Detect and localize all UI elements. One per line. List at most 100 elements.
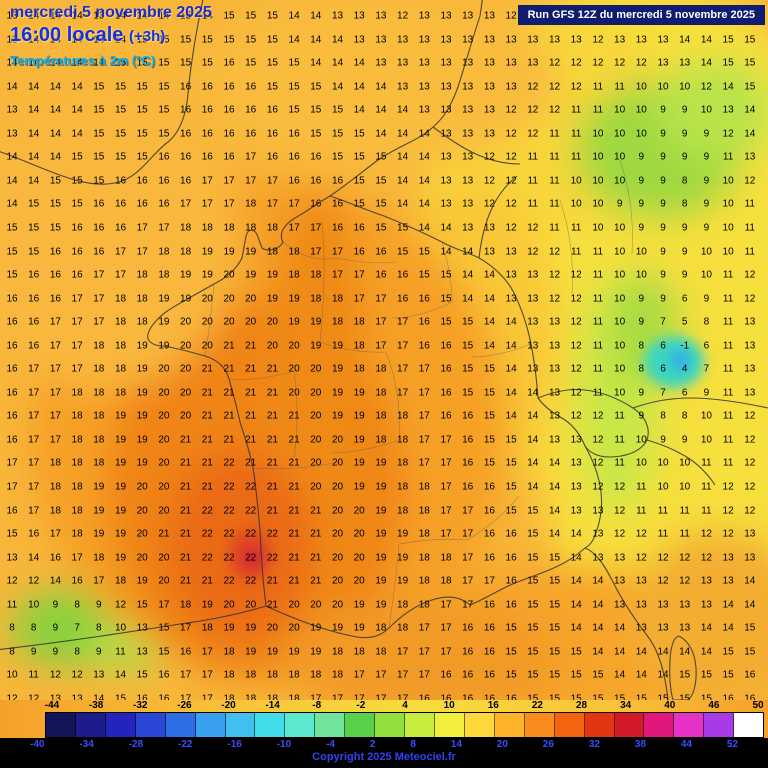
temp-value: 14 [331,81,344,93]
temp-value: 14 [570,622,582,634]
temp-value: 19 [114,505,127,517]
temp-value: 12 [527,128,539,140]
temp-value: 13 [527,316,539,328]
temp-value: 9 [681,434,688,446]
temp-value: 14 [93,693,105,700]
temp-value: 17 [136,222,148,234]
temp-value: 9 [96,599,102,611]
temp-value: 11 [549,175,560,187]
temp-value: 17 [440,505,452,517]
temp-value: 12 [700,81,712,93]
temp-value: 16 [744,693,756,700]
temp-value: 18 [71,387,83,399]
temp-value: 15 [548,693,561,700]
temp-value: 13 [397,57,409,69]
temp-value: 18 [223,693,235,700]
temp-value: 13 [375,57,387,69]
colorbar-segment [315,713,346,737]
temp-value: 14 [49,104,61,116]
temp-value: 13 [527,293,539,305]
temp-value: 14 [462,269,474,281]
temp-value: 13 [462,104,474,116]
temp-value: 9 [681,128,688,140]
temp-value: 16 [114,198,127,210]
temp-value: 12 [548,246,561,257]
temp-value: 17 [375,293,387,305]
colorbar-segment [524,713,555,737]
temp-value: 15 [592,669,604,681]
temp-value: 16 [201,104,213,116]
temp-value: 17 [331,269,344,281]
temp-value: 14 [700,57,712,69]
date-label: mercredi 5 novembre 2025 [10,4,212,21]
temp-value: 15 [180,10,192,22]
temp-value: 16 [310,198,322,210]
temp-value: 12 [483,151,495,163]
temp-value: 13 [462,10,474,22]
temp-value: 10 [6,669,18,681]
temp-value: 15 [288,104,300,116]
footer-strip: -40 -34 -28 -22 -16 -10 -4 2 8 14 20 26 32 38 44 52 Cop… [0,738,768,768]
colorbar-segment [494,713,525,737]
temp-value: 19 [93,481,105,493]
temp-value: 12 [614,481,626,493]
temp-value: 16 [114,222,127,234]
temp-value: 13 [614,34,626,46]
temp-value: 20 [158,481,170,493]
temp-value: 15 [201,57,213,69]
temp-value: 17 [266,175,278,187]
temp-value: 21 [266,457,278,469]
temp-value: 12 [700,528,712,540]
temp-value: 14 [505,387,517,399]
temp-value: 12 [6,575,18,587]
temp-value: 14 [6,81,18,93]
temp-value: 17 [49,410,61,422]
temp-value: 11 [722,387,734,399]
temp-value: 16 [462,457,474,469]
temp-value: 20 [245,293,257,305]
temp-value: 17 [180,198,192,210]
colorbar-bottom-label: -10 [276,739,292,750]
temp-value: 13 [440,81,452,93]
temp-value: 13 [483,81,495,93]
temp-value: 15 [136,669,148,681]
temp-value: 14 [28,81,40,93]
temp-value: 12 [71,669,83,681]
temp-value: 20 [158,363,170,375]
temp-value: 15 [266,57,278,69]
temp-value: 18 [114,316,127,328]
temp-value: 20 [353,552,365,564]
temp-value: 19 [353,457,365,469]
time-local: 16:00 locale [10,24,124,46]
temp-value: 17 [245,175,257,187]
temp-value: 16 [201,81,213,93]
temp-value: 11 [614,81,625,93]
temp-value: 14 [397,128,409,140]
temp-value: 20 [180,410,192,422]
colorbar-top-label: 28 [575,700,588,711]
temp-value: 10 [592,175,604,187]
temp-value: 10 [635,81,647,93]
temp-value: 8 [74,599,80,611]
temp-value: 18 [397,481,409,493]
temp-value: 12 [570,269,582,281]
temp-value: 15 [180,57,192,69]
temp-value: 17 [114,246,127,257]
temp-value: 18 [49,457,61,469]
temp-value: 13 [505,293,517,305]
temp-value: 14 [462,293,474,305]
temp-value: 15 [527,669,539,681]
temp-value: 18 [353,363,365,375]
temp-value: 9 [660,269,666,281]
temp-value: 8 [9,622,15,634]
temp-value: 18 [245,222,257,234]
temp-value: 20 [158,434,170,446]
temp-value: 14 [331,34,344,46]
temp-value: 11 [744,198,755,210]
colorbar-segment [75,713,106,737]
temp-value: 13 [440,198,452,210]
temp-value: 15 [353,128,365,140]
temp-value: 9 [660,434,666,446]
temp-value: 15 [28,246,40,257]
temp-value: 16 [6,387,18,399]
